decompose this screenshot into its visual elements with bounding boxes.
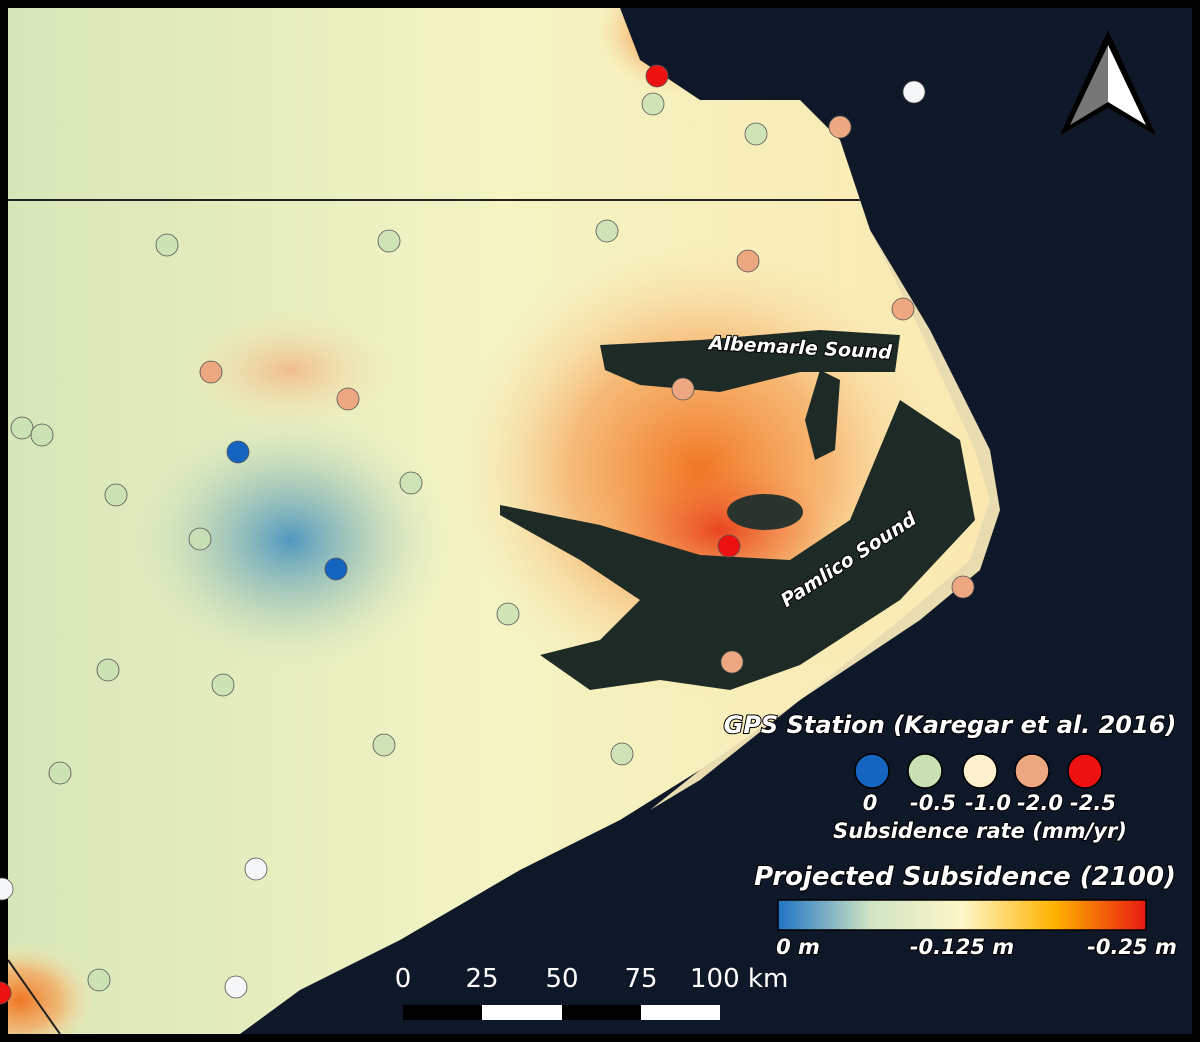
gps-station bbox=[610, 742, 634, 766]
gps-station bbox=[199, 360, 223, 384]
gps-station bbox=[188, 527, 212, 551]
projection-title: Projected Subsidence (2100) bbox=[754, 862, 1176, 892]
gps-station bbox=[744, 122, 768, 146]
gps-station bbox=[324, 557, 348, 581]
gps-station bbox=[645, 64, 669, 88]
gps-station bbox=[244, 857, 268, 881]
gps-station bbox=[87, 968, 111, 992]
gps-stations bbox=[0, 64, 975, 1005]
legend-label: -2.5 bbox=[1070, 791, 1116, 815]
river bbox=[805, 370, 840, 460]
gps-station bbox=[496, 602, 520, 626]
legend-swatch bbox=[907, 753, 943, 789]
scale-segment bbox=[482, 1005, 562, 1020]
legend-swatch bbox=[1014, 753, 1050, 789]
legend-label: -0.5 bbox=[910, 791, 956, 815]
legend-label: -1.0 bbox=[965, 791, 1011, 815]
gps-station bbox=[891, 297, 915, 321]
gps-station bbox=[0, 981, 12, 1005]
gps-station bbox=[226, 440, 250, 464]
state-boundary-south bbox=[8, 959, 61, 1034]
gps-station bbox=[399, 471, 423, 495]
gps-station bbox=[104, 483, 128, 507]
gps-legend-axis: Subsidence rate (mm/yr) bbox=[833, 819, 1127, 843]
scale-segment bbox=[403, 1005, 482, 1020]
gps-station bbox=[155, 233, 179, 257]
gps-station bbox=[902, 80, 926, 104]
subsidence-sw bbox=[8, 940, 100, 1034]
gps-station bbox=[372, 733, 396, 757]
scale-label: 0 bbox=[395, 964, 412, 994]
north-arrow-left bbox=[1070, 45, 1108, 125]
gps-station bbox=[641, 92, 665, 116]
colorbar-label: -0.125 m bbox=[910, 935, 1014, 959]
scale-label: 25 bbox=[465, 964, 498, 994]
gps-station bbox=[10, 416, 34, 440]
scale-bar: 0 25 50 75 100 km bbox=[395, 964, 788, 1020]
north-arrow bbox=[1060, 30, 1156, 135]
gps-station bbox=[736, 249, 760, 273]
colorbar bbox=[777, 899, 1147, 931]
legend-label: -2.0 bbox=[1017, 791, 1063, 815]
gps-station bbox=[30, 423, 54, 447]
gps-station bbox=[951, 575, 975, 599]
scale-label: 100 km bbox=[690, 964, 788, 994]
gps-station bbox=[211, 673, 235, 697]
gps-legend-title: GPS Station (Karegar et al. 2016) bbox=[724, 711, 1177, 739]
gps-station bbox=[224, 975, 248, 999]
gps-station bbox=[717, 534, 741, 558]
uplift-zone bbox=[130, 410, 450, 670]
lake bbox=[727, 494, 803, 530]
legend-swatch bbox=[1067, 753, 1103, 789]
gps-station bbox=[595, 219, 619, 243]
scale-segment bbox=[641, 1005, 720, 1020]
gps-station bbox=[671, 377, 695, 401]
gps-station bbox=[336, 387, 360, 411]
pamlico-water bbox=[500, 400, 975, 690]
albemarle-water bbox=[600, 330, 900, 392]
colorbar-label: -0.25 m bbox=[1087, 935, 1177, 959]
scale-segment bbox=[562, 1005, 641, 1020]
gps-station bbox=[48, 761, 72, 785]
scale-label: 75 bbox=[624, 964, 657, 994]
scale-label: 50 bbox=[545, 964, 578, 994]
gps-legend: 0 -0.5 -1.0 -2.0 -2.5 bbox=[854, 753, 1117, 816]
gps-station bbox=[720, 650, 744, 674]
gps-station bbox=[0, 877, 14, 901]
gps-station bbox=[96, 658, 120, 682]
legend-swatch bbox=[854, 753, 890, 789]
gps-station bbox=[828, 115, 852, 139]
colorbar-label: 0 m bbox=[776, 935, 820, 959]
legend-label: 0 bbox=[863, 791, 878, 815]
gps-station bbox=[377, 229, 401, 253]
north-arrow-right bbox=[1108, 45, 1146, 125]
legend-swatch bbox=[962, 753, 998, 789]
